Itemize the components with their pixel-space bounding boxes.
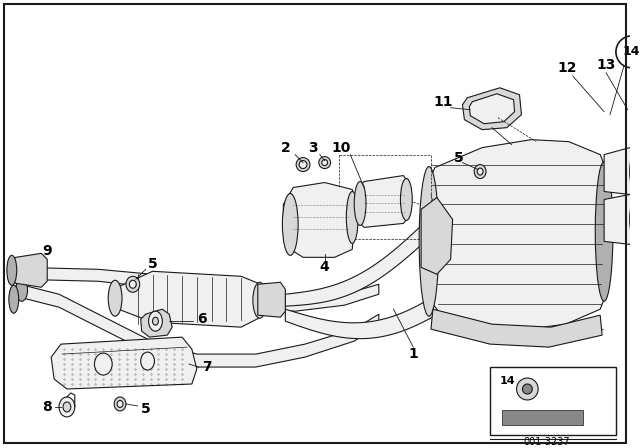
- Text: 14: 14: [500, 376, 515, 386]
- Ellipse shape: [630, 150, 640, 194]
- Polygon shape: [502, 410, 584, 425]
- Ellipse shape: [419, 167, 439, 316]
- Polygon shape: [469, 94, 515, 124]
- Ellipse shape: [126, 276, 140, 292]
- Ellipse shape: [148, 311, 163, 331]
- Ellipse shape: [630, 197, 640, 242]
- Polygon shape: [113, 271, 260, 327]
- Ellipse shape: [141, 352, 154, 370]
- Ellipse shape: [401, 179, 412, 220]
- Polygon shape: [431, 309, 602, 347]
- Ellipse shape: [282, 194, 298, 255]
- Bar: [490, 367, 616, 435]
- Polygon shape: [51, 337, 196, 389]
- Ellipse shape: [16, 279, 28, 301]
- Ellipse shape: [595, 162, 613, 301]
- Ellipse shape: [7, 255, 17, 285]
- Polygon shape: [285, 297, 433, 339]
- Ellipse shape: [108, 280, 122, 316]
- Text: 5: 5: [454, 151, 463, 164]
- Ellipse shape: [59, 397, 75, 417]
- Ellipse shape: [296, 158, 310, 172]
- Text: 12: 12: [557, 61, 577, 75]
- Ellipse shape: [114, 397, 126, 411]
- Text: 5: 5: [148, 257, 157, 271]
- Text: 001-3237: 001-3237: [524, 437, 570, 447]
- Text: 4: 4: [320, 260, 330, 274]
- Ellipse shape: [253, 282, 267, 318]
- Polygon shape: [421, 198, 452, 274]
- Polygon shape: [285, 215, 433, 306]
- Ellipse shape: [117, 401, 123, 407]
- Text: 11: 11: [433, 95, 452, 109]
- Text: 7: 7: [202, 360, 211, 374]
- Polygon shape: [20, 267, 379, 311]
- Ellipse shape: [477, 168, 483, 175]
- Polygon shape: [10, 254, 47, 287]
- Ellipse shape: [319, 157, 331, 168]
- Polygon shape: [284, 182, 356, 257]
- Polygon shape: [357, 176, 408, 228]
- Ellipse shape: [129, 280, 136, 288]
- Ellipse shape: [152, 317, 159, 325]
- Text: 14: 14: [623, 45, 640, 58]
- Ellipse shape: [322, 159, 328, 166]
- Text: 8: 8: [42, 400, 52, 414]
- Polygon shape: [20, 284, 379, 367]
- Ellipse shape: [9, 285, 19, 313]
- Polygon shape: [141, 309, 172, 337]
- Text: 6: 6: [197, 312, 207, 326]
- Ellipse shape: [16, 263, 28, 284]
- Circle shape: [616, 36, 640, 68]
- Ellipse shape: [63, 402, 71, 412]
- Ellipse shape: [354, 181, 366, 225]
- Polygon shape: [463, 88, 522, 129]
- Ellipse shape: [522, 384, 532, 394]
- Text: 1: 1: [408, 347, 418, 361]
- Ellipse shape: [95, 353, 112, 375]
- Ellipse shape: [516, 378, 538, 400]
- Text: 3: 3: [308, 141, 317, 155]
- Text: 13: 13: [596, 58, 616, 72]
- Text: 2: 2: [280, 141, 290, 155]
- Ellipse shape: [346, 191, 358, 243]
- Polygon shape: [258, 282, 285, 317]
- Text: 10: 10: [332, 141, 351, 155]
- Ellipse shape: [299, 160, 307, 168]
- Text: 5: 5: [141, 402, 150, 416]
- Text: 9: 9: [42, 244, 52, 258]
- Ellipse shape: [474, 164, 486, 179]
- Polygon shape: [604, 148, 637, 194]
- Polygon shape: [423, 140, 608, 329]
- Polygon shape: [604, 194, 637, 244]
